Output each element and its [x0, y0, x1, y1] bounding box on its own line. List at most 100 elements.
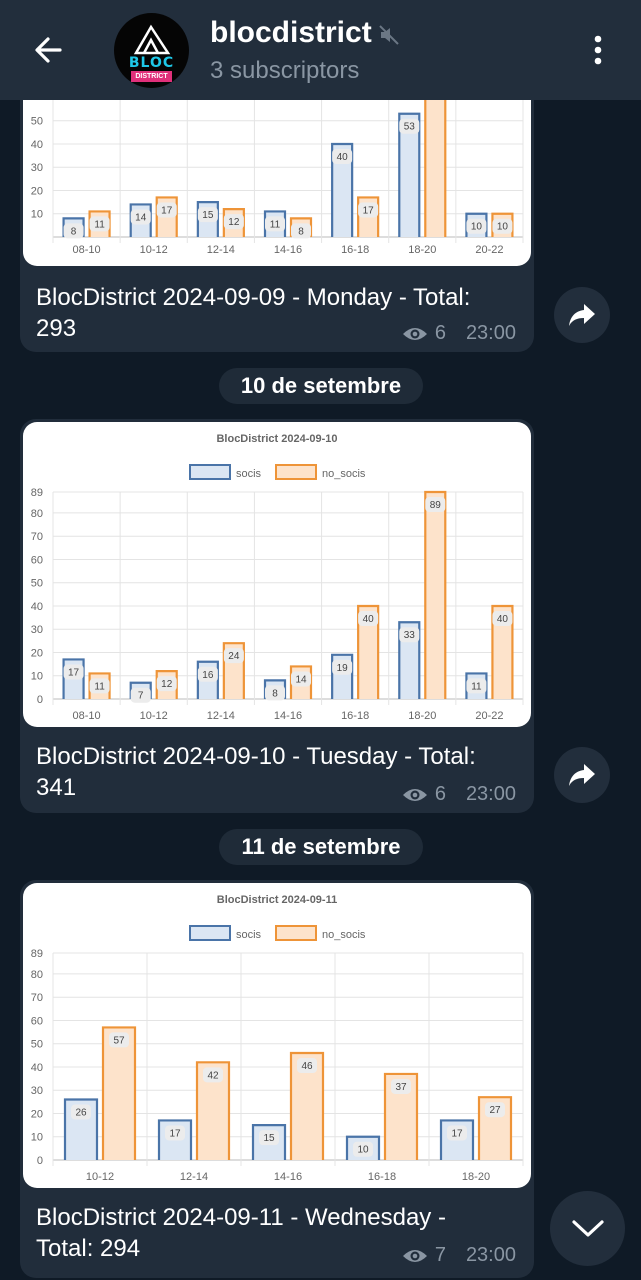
- x-tick-label: 10-12: [140, 244, 168, 256]
- data-label-bg: [291, 671, 311, 687]
- y-tick-label: 20: [31, 185, 43, 197]
- chart-title: BlocDistrict 2024-09-11: [217, 894, 337, 906]
- y-tick-label: 0: [37, 1155, 43, 1167]
- data-label-bg: [203, 1067, 223, 1083]
- y-tick-label: 50: [31, 116, 43, 128]
- chart-image[interactable]: BlocDistrict 2024-09-10 socis no_socis 0 10 2…: [23, 422, 531, 727]
- view-count: 6: [434, 783, 446, 805]
- legend-label: socis: [236, 929, 262, 941]
- more-menu-button[interactable]: [584, 30, 612, 70]
- data-label-bg: [485, 1102, 505, 1118]
- bar-outline: [357, 604, 380, 699]
- message-bubble[interactable]: BlocDistrict 2024-09-10 socis no_socis 0 10 2…: [20, 419, 534, 813]
- data-label: 19: [337, 663, 349, 674]
- data-label: 8: [272, 688, 278, 699]
- share-button[interactable]: [554, 287, 610, 343]
- bar-chart: 10 20 30 40 50 08-10 8 11 10-12 14 17 12-14 15 12 14-1…: [31, 60, 524, 256]
- view-count: 7: [434, 1244, 446, 1266]
- eye-icon: [402, 1249, 427, 1262]
- data-label-bg: [353, 1141, 373, 1157]
- bar-outline: [398, 621, 421, 699]
- data-label-bg: [130, 209, 151, 225]
- data-label: 14: [135, 212, 147, 223]
- caption-line: Total: 294: [36, 1235, 141, 1262]
- x-tick-label: 16-18: [341, 244, 369, 256]
- chart-image[interactable]: BlocDistrict 2024-09-11 socis no_socis 0 10 2…: [23, 883, 531, 1188]
- legend-label: no_socis: [322, 468, 366, 480]
- bar-outline: [424, 490, 447, 699]
- data-label-bg: [399, 627, 420, 643]
- y-tick-label: 60: [31, 1015, 43, 1027]
- data-label-bg: [165, 1125, 185, 1141]
- bar-chart: BlocDistrict 2024-09-10 socis no_socis 0 10 2…: [31, 433, 524, 722]
- bar-outline: [331, 142, 354, 237]
- data-label-bg: [332, 659, 353, 675]
- data-label: 12: [228, 217, 240, 228]
- data-label-bg: [291, 223, 311, 239]
- data-label: 15: [202, 210, 214, 221]
- message-bubble[interactable]: BlocDistrict 2024-09-11 socis no_socis 0 10 2…: [20, 880, 534, 1278]
- message-time: 23:00: [465, 783, 516, 805]
- data-label: 89: [430, 500, 442, 511]
- data-label-bg: [447, 1125, 467, 1141]
- bar-chart: BlocDistrict 2024-09-11 socis no_socis 0 10 2…: [31, 894, 524, 1183]
- data-label: 10: [357, 1145, 369, 1156]
- y-tick-label: 10: [31, 1132, 43, 1144]
- share-arrow-icon: [569, 764, 595, 786]
- legend-swatch-no-socis: [275, 925, 317, 941]
- bar-no-socis: [425, 60, 446, 237]
- x-tick-label: 18-20: [462, 1171, 490, 1183]
- data-label-bg: [89, 678, 110, 694]
- eye-icon: [402, 327, 427, 340]
- share-arrow-icon: [569, 304, 595, 326]
- message-caption: BlocDistrict 2024-09-09 - Monday - Total…: [36, 282, 526, 344]
- y-tick-label: 89: [31, 487, 43, 499]
- y-tick-label: 20: [31, 647, 43, 659]
- share-button[interactable]: [554, 747, 610, 803]
- data-label: 10: [497, 222, 509, 233]
- bar-outline: [129, 203, 152, 237]
- channel-avatar[interactable]: BLOC DISTRICT: [114, 13, 189, 88]
- y-tick-label: 60: [31, 554, 43, 566]
- chevron-down-icon: [571, 1219, 604, 1237]
- caption-line: BlocDistrict 2024-09-10 - Tuesday - Tota…: [36, 743, 476, 770]
- back-button[interactable]: [28, 30, 72, 70]
- y-tick-label: 50: [31, 578, 43, 590]
- data-label: 42: [207, 1070, 219, 1081]
- data-label-bg: [265, 685, 285, 701]
- bar-outline: [196, 660, 219, 699]
- data-label-bg: [492, 610, 513, 626]
- bar-no-socis: [358, 605, 379, 699]
- data-label-bg: [197, 207, 218, 223]
- bar-outline: [157, 1119, 193, 1160]
- chart-title: BlocDistrict 2024-09-10: [216, 433, 337, 445]
- message-meta: 6 23:00: [401, 783, 516, 806]
- data-label-bg: [358, 202, 379, 218]
- bar-outline: [155, 196, 178, 237]
- data-label-bg: [63, 664, 84, 680]
- bar-socis: [332, 143, 353, 237]
- message-bubble[interactable]: 10 20 30 40 50 08-10 8 11 10-12 14 17 12-14 15 12 14-1…: [20, 60, 534, 352]
- data-label: 14: [295, 674, 307, 685]
- data-label-bg: [332, 148, 353, 164]
- message-meta: 7 23:00: [401, 1244, 516, 1267]
- y-tick-label: 10: [31, 671, 43, 683]
- data-label: 11: [94, 219, 105, 230]
- bar-outline: [63, 1098, 99, 1160]
- data-label: 17: [68, 667, 80, 678]
- legend-swatch-socis: [189, 925, 231, 941]
- bar-outline: [289, 1051, 325, 1160]
- data-label-bg: [156, 202, 177, 218]
- scroll-to-bottom-button[interactable]: [550, 1191, 625, 1266]
- data-label: 27: [489, 1105, 501, 1116]
- more-vertical-icon: [594, 35, 602, 65]
- x-tick-label: 18-20: [408, 710, 436, 722]
- bar-outline: [477, 1096, 513, 1160]
- bar-outline: [289, 665, 313, 699]
- channel-title[interactable]: blocdistrict: [210, 16, 372, 49]
- data-label-bg: [425, 497, 446, 512]
- data-label-bg: [259, 1130, 279, 1146]
- bar-socis: [399, 113, 420, 237]
- message-caption: BlocDistrict 2024-09-11 - Wednesday - To…: [36, 1202, 526, 1264]
- data-label: 11: [270, 219, 281, 230]
